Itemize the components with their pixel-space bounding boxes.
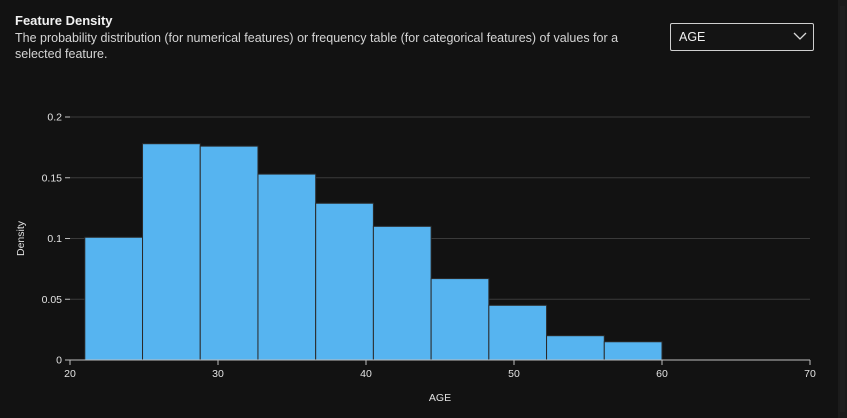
x-axis-label: AGE (429, 392, 451, 404)
panel-description: The probability distribution (for numeri… (15, 31, 619, 61)
feature-select[interactable]: AGE (670, 23, 814, 51)
histogram-bar (372, 225, 432, 361)
histogram-bar (84, 236, 144, 361)
y-tick-label: 0 (56, 355, 62, 367)
x-tick-label: 40 (360, 368, 372, 380)
histogram-bar (315, 202, 374, 361)
histogram-bar (603, 341, 663, 361)
x-tick-label: 50 (508, 368, 520, 380)
histogram-bar (546, 335, 605, 361)
histogram-bar (257, 173, 317, 361)
y-tick-label: 0.2 (47, 112, 62, 124)
histogram-bar (142, 143, 201, 361)
x-tick-label: 60 (656, 368, 668, 380)
y-tick-label: 0.05 (42, 294, 63, 306)
x-tick-label: 20 (64, 368, 76, 380)
y-tick-label: 0.15 (42, 172, 63, 184)
histogram-bar (430, 278, 490, 361)
y-tick-label: 0.1 (47, 233, 62, 245)
histogram-bars (84, 143, 663, 361)
axes: 0 0.05 0.1 0.15 0.2 20 30 40 50 60 70 (42, 112, 816, 381)
panel-title: Feature Density (15, 13, 113, 28)
histogram-bar (488, 304, 548, 361)
y-axis-label: Density (15, 220, 27, 256)
chevron-down-icon (793, 32, 807, 40)
histogram-bar (199, 145, 259, 361)
scrollbar[interactable] (838, 0, 847, 418)
feature-select-value: AGE (679, 30, 706, 44)
x-tick-label: 30 (212, 368, 224, 380)
scrollbar-thumb[interactable] (840, 6, 845, 412)
x-tick-label: 70 (804, 368, 816, 380)
